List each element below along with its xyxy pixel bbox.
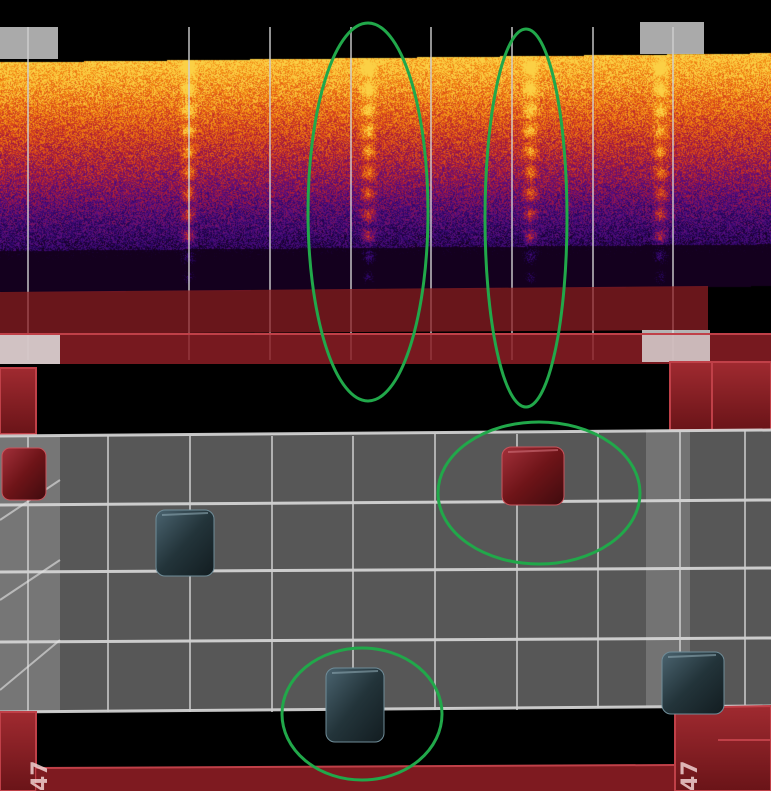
highlight-ring-3 (436, 420, 642, 566)
highlight-ring-4 (280, 646, 444, 782)
axis-label-left: 47 (28, 760, 53, 791)
spectrogram-base-frame (0, 286, 771, 364)
highlight-ring-2 (483, 27, 569, 409)
axis-label-right: 47 (678, 760, 703, 791)
red-cube-marker-left[interactable] (1, 447, 47, 501)
red-cube-marker[interactable] (501, 446, 565, 506)
dark-cube-marker-right[interactable] (661, 651, 725, 715)
highlight-ring-1 (306, 21, 430, 403)
dark-cube-marker-bottom[interactable] (325, 667, 385, 743)
floor-grid (0, 428, 771, 714)
bottom-frame (0, 704, 771, 791)
dark-cube-marker-left[interactable] (155, 509, 215, 577)
frame-posts (0, 361, 771, 435)
